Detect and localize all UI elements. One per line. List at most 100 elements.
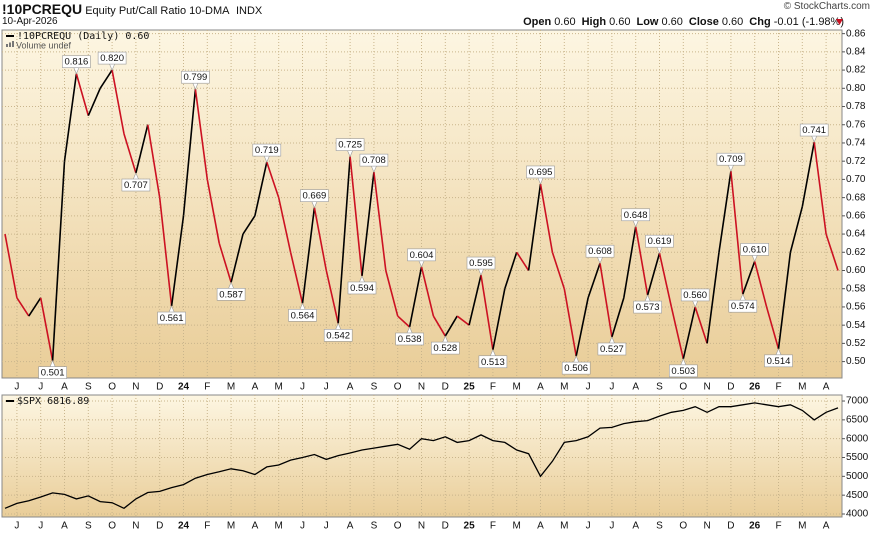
line-segment [480, 274, 494, 350]
volume-icon [6, 44, 8, 47]
quote-label: Open [523, 16, 552, 28]
line-segment [516, 251, 530, 271]
value-label: 0.816 [65, 57, 89, 68]
value-label: 0.560 [683, 290, 707, 301]
x-tick-label: S [371, 382, 378, 393]
value-label: 0.648 [624, 210, 648, 221]
x-tick-label: S [85, 382, 92, 393]
label-box [799, 123, 829, 137]
label-box [395, 332, 424, 346]
label-box [645, 234, 674, 248]
x-tick-label: N [703, 521, 710, 532]
label-box [597, 342, 627, 356]
value-label: 0.695 [529, 167, 553, 178]
label-box [62, 55, 91, 69]
quote: Open 0.60 High 0.60 Low 0.60 Close 0.60 Chg -0.01… [517, 16, 844, 28]
y-tick-label: 0.52 [846, 338, 866, 349]
y-tick-label: 0.66 [846, 210, 866, 221]
y-tick-label: 0.76 [846, 119, 866, 130]
x-tick-label: M [275, 382, 283, 393]
quote-label: Close [688, 16, 719, 28]
x-tick-label: J [300, 382, 305, 393]
quote-label: Chg [749, 16, 771, 28]
line-segment [765, 306, 780, 350]
x-tick-label: J [609, 382, 614, 393]
line-segment [753, 261, 768, 308]
value-label: 0.594 [350, 283, 374, 294]
x-tick-label: D [156, 521, 163, 532]
y-tick-label: 4000 [846, 509, 869, 520]
line-segment [325, 270, 339, 324]
line-segment [337, 156, 351, 324]
y-tick-label: 0.54 [846, 320, 866, 331]
line-segment [611, 297, 625, 338]
value-label: 0.506 [564, 363, 588, 374]
value-label: 0.574 [731, 301, 755, 312]
line-segment [682, 306, 696, 360]
line-segment [242, 215, 256, 235]
x-tick-label: A [347, 382, 354, 393]
value-label: 0.610 [743, 244, 767, 255]
x-tick-label: 25 [464, 382, 476, 393]
value-label: 0.503 [671, 366, 695, 377]
line-segment [28, 297, 42, 317]
value-label: 0.561 [160, 313, 184, 324]
line-segment [408, 266, 423, 328]
line-segment [551, 252, 566, 289]
volume-icon [12, 41, 14, 47]
y-tick-label: 7000 [846, 396, 869, 407]
x-tick-label: 24 [178, 521, 190, 532]
label-box [668, 364, 698, 378]
x-tick-label: J [586, 521, 591, 532]
x-tick-label: M [513, 382, 521, 393]
x-tick-label: J [300, 521, 305, 532]
line-segment [99, 69, 113, 89]
line-segment [123, 133, 137, 174]
y-tick-label: 0.84 [846, 47, 866, 58]
x-tick-label: F [775, 521, 781, 532]
line-segment [51, 161, 66, 361]
line-segment [718, 171, 732, 253]
x-tick-label: N [418, 382, 425, 393]
value-label: 0.527 [600, 344, 624, 355]
label-box [561, 361, 591, 375]
x-tick-label: J [14, 521, 19, 532]
title-row: !10PCREQU Equity Put/Call Ratio 10-DMA I… [2, 1, 262, 17]
x-tick-label: F [204, 382, 210, 393]
line-segment [694, 306, 708, 344]
y-tick-label: 5000 [846, 471, 869, 482]
line-segment [813, 141, 827, 235]
x-tick-label: M [560, 382, 568, 393]
x-tick-label: A [61, 521, 68, 532]
quote-value: 0.60 [721, 16, 744, 28]
y-tick-label: 0.78 [846, 101, 866, 112]
line-segment [301, 207, 316, 304]
label-box [585, 244, 615, 258]
line-segment [230, 233, 244, 283]
y-tick-label: 6000 [846, 433, 869, 444]
x-tick-label: N [418, 521, 425, 532]
label-box [347, 281, 377, 295]
label-box [300, 189, 329, 202]
line-segment [361, 172, 375, 277]
line-segment [289, 252, 304, 304]
x-tick-label: F [204, 521, 210, 532]
x-tick-label: A [61, 382, 68, 393]
label-box [121, 178, 151, 192]
line-segment [658, 253, 673, 308]
label-box [728, 299, 758, 313]
x-tick-label: M [227, 382, 235, 393]
line-segment [492, 288, 506, 350]
x-tick-label: O [679, 382, 687, 393]
value-label: 0.501 [41, 368, 65, 379]
value-label: 0.542 [326, 330, 350, 341]
x-tick-label: D [442, 382, 449, 393]
y-tick-label: 6500 [846, 414, 869, 425]
x-tick-label: A [823, 382, 830, 393]
quote-label: Low [636, 16, 659, 28]
label-box [359, 153, 389, 167]
line-segment [789, 206, 804, 253]
line-segment [349, 156, 363, 277]
value-label: 0.820 [100, 53, 124, 64]
